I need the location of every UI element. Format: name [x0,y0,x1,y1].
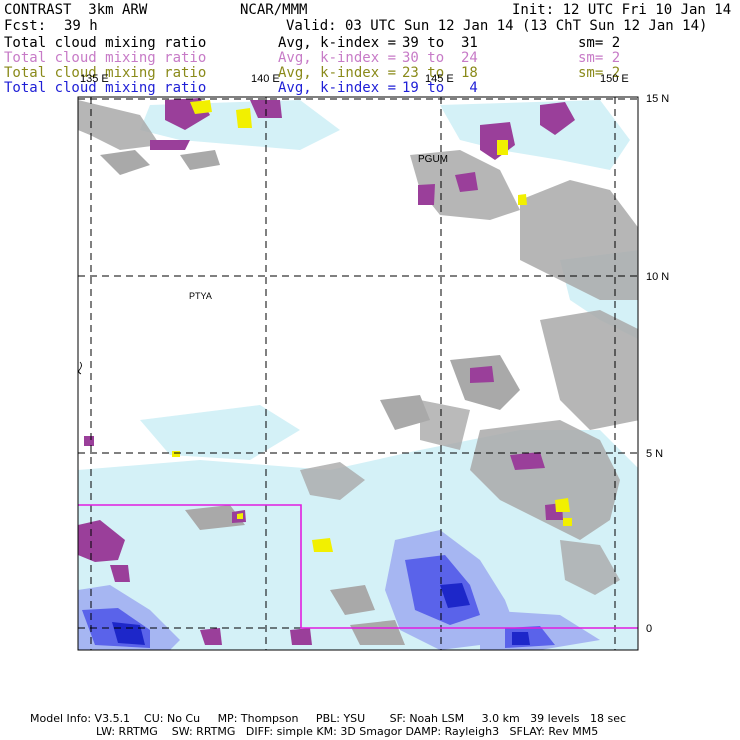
legend-avg: Avg, k-index = [278,50,397,66]
legend-range: 39 to 31 [402,35,478,51]
legend-sm: sm= 2 [578,35,621,51]
lon-label-135e: 135 E [80,73,109,85]
legend-field: Total cloud mixing ratio [4,65,207,81]
legend-avg: Avg, k-index = [278,80,397,96]
legend-field: Total cloud mixing ratio [4,50,207,66]
legend-range: 23 to 18 [402,65,478,81]
legend-avg: Avg, k-index = [278,35,397,51]
model-info-line2: LW: RRTMG SW: RRTMG DIFF: simple KM: 3D … [96,725,599,738]
lat-label-0: 0 [646,623,652,635]
model-title: CONTRAST 3km ARW [4,2,148,18]
legend-sm: sm= 2 [578,65,621,81]
model-info-line1: Model Info: V3.5.1 CU: No Cu MP: Thompso… [30,712,627,725]
lat-label-5n: 5 N [646,448,663,460]
cloud-field [78,98,638,650]
legend-field: Total cloud mixing ratio [4,35,207,51]
lon-label-150e: 150 E [600,73,629,85]
station-pgum: PGUM [418,154,448,165]
lat-label-15n: 15 N [646,93,669,105]
cloud-shading-gray [78,100,638,645]
lon-label-140e: 140 E [251,73,280,85]
legend-avg: Avg, k-index = [278,65,397,81]
domain-boundary [78,504,638,629]
legend-sm: sm= 2 [578,50,621,66]
map-frame [77,96,639,651]
legend-field: Total cloud mixing ratio [4,80,207,96]
legend-range: 30 to 24 [402,50,478,66]
legend-range: 19 to 4 [402,80,478,96]
station-ptya: PTYA [189,291,212,301]
fcst-label: Fcst: [4,18,47,34]
island-outline [78,361,82,375]
init-time: Init: 12 UTC Fri 10 Jan 14 [512,2,732,18]
valid-time: Valid: 03 UTC Sun 12 Jan 14 (13 ChT Sun … [286,18,708,34]
fcst-value: 39 h [64,18,98,34]
lat-label-10n: 10 N [646,271,669,283]
center-title: NCAR/MMM [240,2,308,18]
lon-label-145e: 145 E [425,73,454,85]
